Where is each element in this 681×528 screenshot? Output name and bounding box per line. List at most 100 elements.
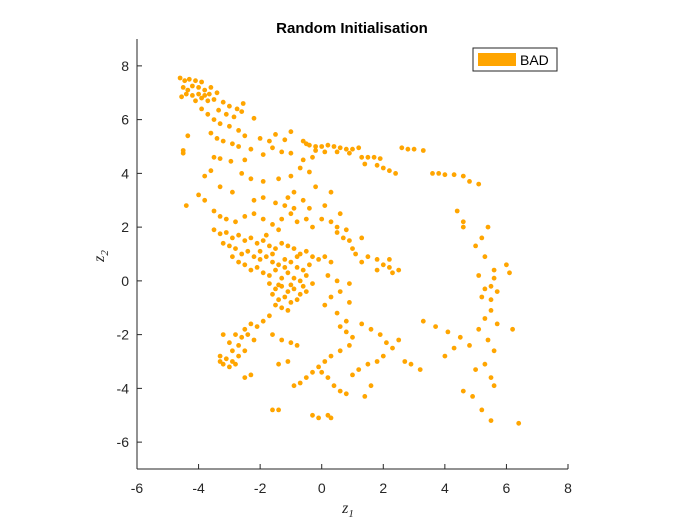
- data-point: [233, 361, 238, 367]
- data-point: [297, 278, 303, 284]
- data-point: [285, 270, 291, 276]
- data-point: [442, 172, 448, 178]
- data-point: [239, 334, 245, 340]
- data-point: [322, 254, 328, 260]
- y-tick-label: 2: [121, 219, 129, 235]
- data-point: [211, 208, 217, 214]
- axes: [136, 39, 568, 470]
- data-point: [190, 83, 195, 89]
- y-tick-label: 6: [121, 112, 129, 128]
- data-point: [350, 246, 355, 252]
- data-point: [217, 359, 223, 364]
- data-point: [467, 343, 472, 348]
- data-point: [230, 348, 235, 354]
- data-point: [405, 146, 411, 152]
- data-point: [310, 369, 315, 375]
- x-tick-label: -4: [192, 480, 205, 496]
- data-point: [516, 420, 522, 426]
- data-point: [491, 383, 497, 389]
- data-point: [294, 297, 300, 303]
- data-point: [179, 94, 185, 100]
- data-point: [257, 257, 263, 262]
- data-point: [245, 332, 251, 337]
- data-point: [285, 289, 291, 294]
- data-point: [334, 230, 340, 235]
- data-point: [242, 348, 248, 354]
- data-point: [260, 195, 266, 201]
- data-point: [214, 90, 220, 96]
- data-point: [374, 162, 380, 168]
- data-point: [223, 216, 229, 222]
- data-point: [417, 367, 423, 372]
- data-point: [228, 158, 234, 164]
- data-point: [206, 91, 212, 97]
- data-point: [331, 383, 337, 389]
- data-point: [276, 407, 281, 413]
- data-point: [347, 238, 352, 244]
- data-point: [248, 146, 254, 152]
- data-point: [307, 262, 312, 268]
- data-point: [223, 356, 229, 362]
- data-point: [303, 375, 309, 380]
- data-point: [227, 103, 232, 109]
- data-point: [220, 240, 226, 246]
- x-tick-label: 0: [318, 480, 326, 496]
- data-point: [288, 282, 294, 288]
- legend-label-bad: BAD: [520, 52, 549, 68]
- data-point: [337, 348, 343, 354]
- data-point: [260, 238, 266, 244]
- data-point: [279, 216, 285, 222]
- data-point: [273, 286, 278, 292]
- data-point: [371, 154, 377, 160]
- data-point: [343, 329, 349, 335]
- data-point: [236, 343, 242, 348]
- data-point: [193, 78, 198, 84]
- data-point: [180, 85, 186, 90]
- data-point: [260, 216, 266, 222]
- y-axis-label: z2: [91, 250, 111, 263]
- data-point: [242, 133, 248, 139]
- data-point: [291, 383, 297, 389]
- x-tick-label: 6: [503, 480, 511, 496]
- data-point: [482, 361, 488, 367]
- data-point: [297, 165, 303, 171]
- data-point: [451, 345, 457, 351]
- data-point: [374, 267, 380, 273]
- data-point: [291, 205, 297, 211]
- data-point: [337, 388, 343, 394]
- data-point: [273, 267, 278, 273]
- data-point: [276, 227, 281, 233]
- data-points: [177, 75, 522, 426]
- data-point: [260, 270, 266, 276]
- data-point: [322, 359, 328, 364]
- data-point: [454, 208, 460, 214]
- data-point: [334, 149, 340, 155]
- data-point: [217, 156, 223, 162]
- data-point: [347, 343, 352, 348]
- data-point: [211, 97, 217, 102]
- data-point: [282, 265, 288, 270]
- data-point: [217, 231, 223, 237]
- data-point: [313, 144, 318, 149]
- data-point: [199, 95, 205, 101]
- data-point: [482, 286, 488, 292]
- data-point: [233, 219, 238, 225]
- data-point: [343, 227, 349, 233]
- data-point: [294, 265, 300, 270]
- data-point: [485, 337, 491, 343]
- data-point: [476, 326, 482, 332]
- data-point: [365, 254, 371, 260]
- data-point: [488, 375, 494, 380]
- data-point: [270, 291, 275, 297]
- data-point: [307, 169, 312, 175]
- data-point: [300, 138, 306, 144]
- data-point: [485, 224, 491, 230]
- data-point: [251, 197, 257, 203]
- data-point: [183, 91, 189, 97]
- data-point: [494, 321, 500, 327]
- data-point: [294, 254, 300, 260]
- data-point: [240, 101, 246, 106]
- data-point: [270, 251, 275, 257]
- data-point: [365, 154, 371, 160]
- data-point: [236, 259, 242, 265]
